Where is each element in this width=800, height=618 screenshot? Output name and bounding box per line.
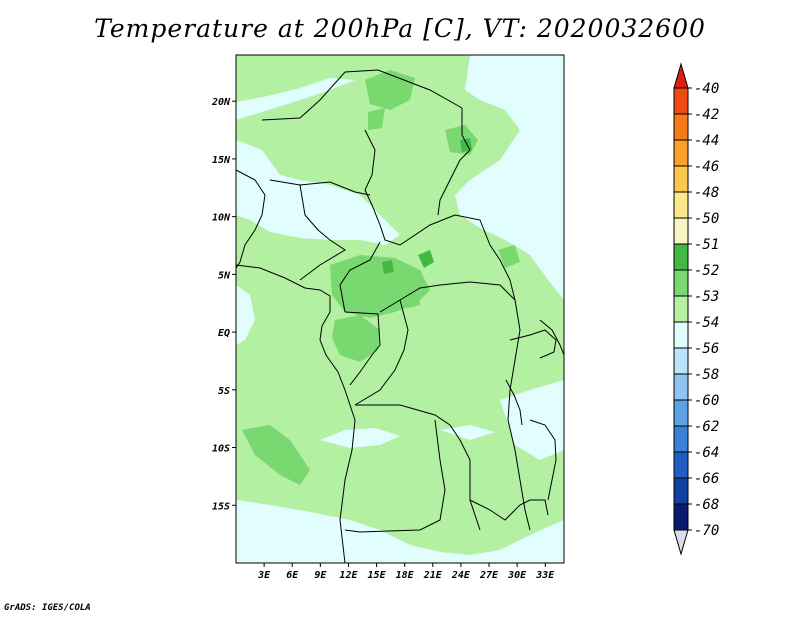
colorbar-label: -53 (694, 289, 719, 305)
colorbar-label: -60 (694, 393, 719, 409)
colorbar-arrow-top (673, 62, 689, 89)
lat-tick-label: 20N (211, 97, 231, 108)
colorbar-swatch (673, 321, 689, 349)
plot-frame (235, 54, 565, 564)
colorbar-swatch (673, 217, 689, 245)
colorbar-swatch (673, 451, 689, 479)
colorbar-swatch (673, 347, 689, 375)
lon-tick-label: 33E (535, 570, 555, 581)
lat-tick-label: 5N (218, 270, 231, 281)
lon-tick-label: 3E (257, 570, 271, 581)
lon-tick-label: 15E (368, 570, 387, 581)
lon-tick-label: 24E (451, 570, 471, 581)
colorbar: -40 -42 -44 -46 -48 -50 -51 -52 -53 -54 -56 -58 -60 -… (673, 62, 719, 556)
warm-regions (242, 70, 520, 485)
colorbar-label: -64 (694, 445, 719, 461)
colorbar-swatch (673, 373, 689, 401)
colorbar-swatch (673, 87, 689, 115)
lon-tick-label: 21E (423, 570, 443, 581)
lat-tick-label: 15N (212, 155, 231, 166)
latitude-axis: 20N 15N 10N 5N EQ 5S 10S 15S (211, 97, 236, 512)
colorbar-swatch (673, 399, 689, 427)
lat-tick-label: 5S (218, 386, 230, 397)
lat-tick-label: EQ (218, 328, 230, 339)
colorbar-arrow-bottom (673, 529, 689, 556)
map-title: Temperature at 200hPa [C], VT: 202003260… (94, 14, 706, 43)
temperature-field (236, 55, 564, 563)
lat-tick-label: 10N (212, 213, 231, 224)
colorbar-label: -42 (694, 107, 719, 123)
lon-tick-label: 27E (479, 570, 499, 581)
colorbar-label: -50 (694, 211, 719, 227)
lat-tick-label: 10S (212, 444, 230, 455)
lon-tick-label: 30E (507, 570, 527, 581)
colorbar-label: -58 (694, 367, 719, 383)
colorbar-label: -68 (694, 497, 719, 513)
colorbar-label: -70 (694, 523, 719, 539)
country-borders (236, 69, 564, 563)
colorbar-label: -52 (694, 263, 719, 279)
colorbar-swatch (673, 139, 689, 167)
colorbar-swatch (673, 295, 689, 323)
colorbar-swatch (673, 503, 689, 531)
lon-tick-label: 18E (396, 570, 415, 581)
colorbar-label: -46 (694, 159, 719, 175)
colorbar-swatch (673, 477, 689, 505)
longitude-axis: 3E 6E 9E 12E 15E 18E 21E 24E 27E 30E 33E (257, 563, 555, 581)
colorbar-label: -51 (694, 237, 719, 253)
colorbar-swatch (673, 425, 689, 453)
colorbar-label: -66 (694, 471, 719, 487)
colorbar-label: -62 (694, 419, 719, 435)
colorbar-swatch (673, 165, 689, 193)
credit-label: GrADS: IGES/COLA (4, 603, 91, 613)
colorbar-swatch (673, 269, 689, 297)
colorbar-swatch (673, 243, 689, 271)
colorbar-label: -40 (694, 81, 719, 97)
colorbar-label: -56 (694, 341, 719, 357)
lon-tick-label: 6E (286, 570, 299, 581)
lon-tick-label: 12E (339, 570, 358, 581)
cold-regions (236, 55, 564, 563)
lon-tick-label: 9E (314, 570, 327, 581)
lat-tick-label: 15S (212, 501, 230, 512)
colorbar-label: -44 (694, 133, 719, 149)
colorbar-label: -54 (694, 315, 719, 331)
colorbar-label: -48 (694, 185, 719, 201)
colorbar-swatch (673, 191, 689, 219)
colorbar-swatch (673, 113, 689, 141)
warmest-regions (382, 138, 472, 274)
